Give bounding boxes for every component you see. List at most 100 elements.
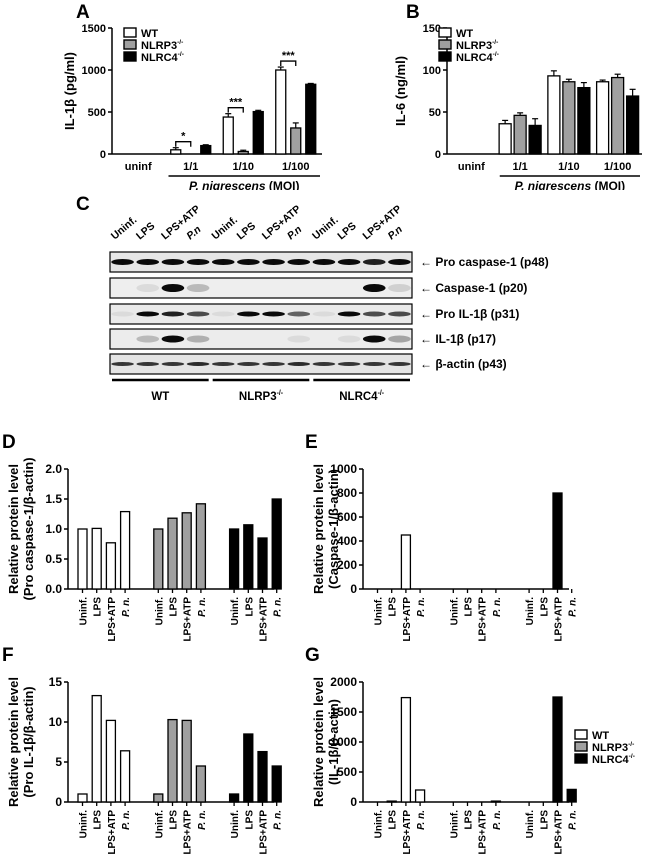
x-tick-label: LPS [169, 597, 180, 617]
bar [105, 719, 117, 803]
y-tick-label: 100 [423, 65, 441, 77]
significance-marker: *** [229, 97, 243, 109]
x-tick-label: P. n. [492, 810, 503, 830]
significance-marker: * [181, 131, 186, 143]
bar [271, 765, 282, 803]
x-tick-label: 1/10 [558, 161, 579, 173]
x-tick-label: LPS+ATP [259, 810, 270, 855]
y-tick-label: 1500 [82, 23, 106, 35]
x-tick-label: 1/100 [282, 161, 310, 173]
y-tick-label: 800 [337, 486, 357, 500]
x-tick-label: LPS [464, 810, 475, 830]
legend-item-nlrp3: NLRP3-/- [123, 39, 183, 52]
legend-item-nlrc4: NLRC4-/- [123, 51, 184, 64]
legend-swatch [574, 741, 588, 752]
y-axis-label: Relative protein level(Caspase-1/β-actin… [311, 464, 341, 594]
y-tick-label: 0 [100, 149, 106, 161]
legend-swatch [574, 753, 588, 764]
band-label: ← β-actin (p43) [420, 357, 507, 371]
x-tick-label: Uninf. [449, 597, 460, 626]
band-label: ← IL-1β (p17) [420, 332, 496, 346]
x-tick-label: LPS+ATP [107, 810, 118, 855]
y-tick-label: 1000 [82, 65, 106, 77]
lane-label: Uninf. [310, 214, 341, 242]
bar [170, 149, 182, 155]
x-tick-label: P. n. [416, 597, 427, 617]
x-tick-label: P. n. [121, 810, 132, 830]
bar [257, 750, 268, 803]
bar [181, 512, 192, 590]
svg-text:NLRC4-/-: NLRC4-/- [592, 753, 635, 766]
x-tick-label: Uninf. [79, 597, 90, 626]
y-tick-label: 1500 [330, 705, 357, 719]
legend-swatch [123, 39, 137, 50]
bar [490, 800, 502, 803]
bar [547, 75, 561, 155]
y-tick-label: 600 [337, 510, 357, 524]
bar [237, 150, 249, 155]
y-tick-label: 0 [350, 582, 357, 596]
bar [167, 718, 178, 803]
bar [552, 696, 563, 803]
y-tick-label: 0.5 [45, 552, 62, 566]
svg-text:WT: WT [456, 28, 473, 40]
y-tick-label: 5 [55, 755, 62, 769]
bar [562, 81, 576, 155]
genotype-label: WT [151, 391, 169, 403]
svg-text:NLRC4-/-: NLRC4-/- [141, 51, 184, 64]
x-tick-label: P. n. [568, 597, 579, 617]
x-tick-label: Uninf. [525, 597, 536, 626]
x-tick-label: LPS+ATP [478, 597, 489, 642]
x-axis-label: P. nigrescens (MOI) [189, 179, 299, 190]
legend-swatch [438, 27, 452, 38]
bar [595, 81, 610, 155]
panel-label-d: D [2, 432, 16, 453]
bar [243, 524, 254, 590]
band-label: ← Pro caspase-1 (p48) [420, 255, 549, 269]
y-tick-label: 1000 [330, 462, 357, 476]
y-axis-label: Relative protein level(Pro IL-1β/β-actin… [6, 677, 36, 807]
lane-label: P.n [285, 223, 304, 242]
bar [386, 800, 397, 803]
bar [77, 528, 88, 590]
legend-swatch [123, 51, 137, 62]
chart-pro-caspase1-quant: Relative protein level(Pro caspase-1/β-a… [6, 457, 284, 641]
x-tick-label: uninf [125, 161, 152, 173]
x-tick-label: LPS [388, 597, 399, 617]
bar [119, 510, 131, 590]
x-tick-label: Uninf. [374, 810, 385, 839]
bar [257, 537, 268, 590]
panel-label-b: B [406, 2, 420, 23]
bar [400, 534, 412, 590]
lane-label: Uninf. [109, 214, 140, 242]
bar [528, 124, 542, 155]
x-tick-label: 1/1 [512, 161, 527, 173]
y-axis-label: Relative protein level(Pro caspase-1/β-a… [6, 457, 36, 600]
x-tick-label: P. n. [197, 597, 208, 617]
x-tick-label: P. n. [121, 597, 132, 617]
bar [181, 719, 192, 803]
y-tick-label: 0 [435, 149, 441, 161]
bar [400, 696, 412, 803]
svg-text:NLRP3-/-: NLRP3-/- [456, 39, 498, 52]
blot-row: ← Pro IL-1β (p31) [109, 303, 519, 325]
x-tick-label: Uninf. [154, 810, 165, 839]
bar [91, 694, 102, 803]
blot-row: ← IL-1β (p17) [109, 328, 496, 350]
bar [290, 127, 302, 155]
y-tick-label: 2.0 [45, 462, 62, 476]
chart-caspase1-quant: Relative protein level(Caspase-1/β-actin… [311, 462, 579, 642]
chart-il6-elisa: IL-6 (ng/ml) 0 50 100 150 uninf 1/1 1/10 1/100 P.… [395, 23, 642, 190]
bar [195, 503, 207, 590]
x-tick-label: P. n. [416, 810, 427, 830]
blot-row: ← β-actin (p43) [109, 353, 507, 375]
x-tick-label: LPS [93, 597, 104, 617]
x-tick-label: LPS+ATP [554, 810, 565, 855]
lane-label: Uninf. [209, 214, 240, 242]
x-tick-label: LPS+ATP [402, 597, 413, 642]
y-axis-label: IL-1β (pg/ml) [62, 52, 77, 130]
x-tick-label: LPS+ATP [554, 597, 565, 642]
x-tick-label: P. n. [197, 810, 208, 830]
y-tick-label: 1.5 [45, 492, 62, 506]
panel-label-c: C [76, 194, 90, 215]
